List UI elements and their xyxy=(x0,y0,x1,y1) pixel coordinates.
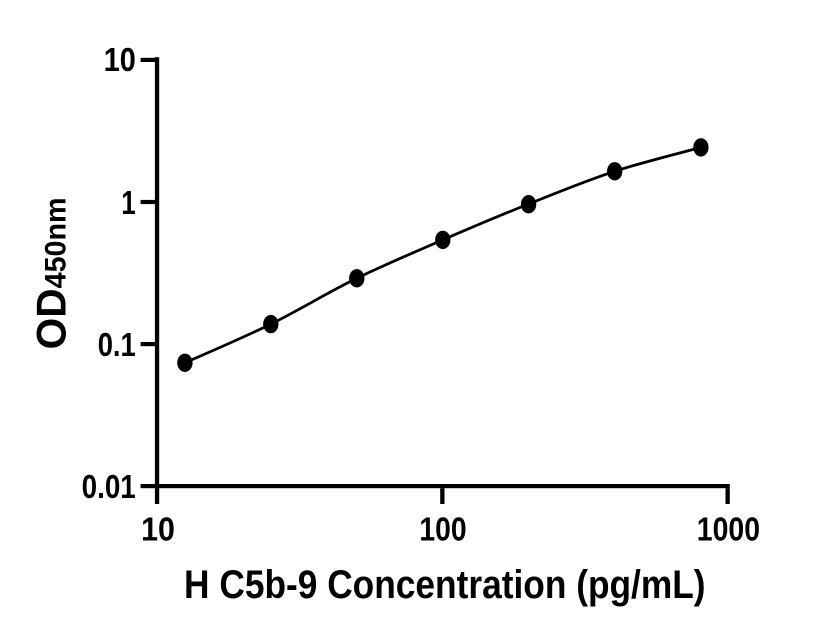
svg-text:1000: 1000 xyxy=(697,510,760,547)
svg-text:100: 100 xyxy=(419,510,466,547)
svg-text:10: 10 xyxy=(104,41,136,78)
svg-text:0.1: 0.1 xyxy=(98,326,136,363)
svg-text:H C5b-9 Concentration (pg/mL): H C5b-9 Concentration (pg/mL) xyxy=(184,563,706,607)
svg-text:OD450nm: OD450nm xyxy=(27,197,74,349)
svg-text:1: 1 xyxy=(121,184,136,221)
svg-text:0.01: 0.01 xyxy=(82,468,136,505)
svg-text:10: 10 xyxy=(141,510,175,547)
